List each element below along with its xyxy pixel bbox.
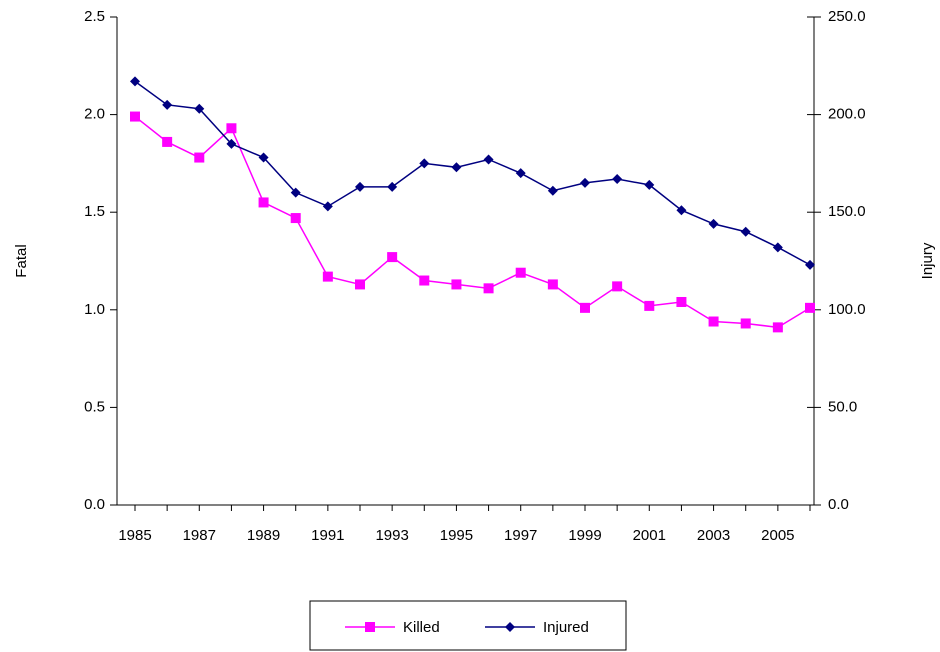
y2-tick-label: 0.0: [828, 496, 849, 513]
marker: [805, 259, 815, 270]
marker: [708, 316, 719, 327]
legend-box: [309, 600, 627, 651]
marker: [740, 318, 751, 329]
y2-axis-label: Injury: [919, 242, 936, 279]
marker: [676, 205, 687, 216]
marker: [515, 267, 526, 278]
marker: [355, 279, 365, 290]
marker: [162, 99, 173, 110]
marker: [194, 103, 205, 114]
marker: [612, 281, 623, 292]
x-tick-label: 1991: [311, 527, 344, 544]
marker: [772, 322, 783, 333]
marker: [547, 279, 558, 290]
x-tick-label: 1993: [375, 527, 408, 544]
legend-label: Killed: [403, 619, 440, 636]
y-tick-label: 1.5: [84, 203, 105, 220]
x-tick-label: 1999: [568, 527, 601, 544]
marker: [226, 123, 237, 134]
legend-label: Injured: [543, 619, 589, 636]
marker: [387, 252, 398, 263]
marker: [547, 185, 558, 196]
marker: [676, 296, 687, 307]
marker: [580, 177, 590, 188]
marker: [290, 187, 301, 198]
marker: [483, 283, 494, 294]
y2-tick-label: 50.0: [828, 398, 857, 415]
x-tick-label: 2001: [633, 527, 666, 544]
marker: [580, 302, 590, 313]
marker: [708, 218, 719, 229]
marker: [772, 242, 783, 253]
y-tick-label: 0.5: [84, 398, 105, 415]
marker: [740, 226, 751, 237]
marker: [258, 197, 269, 208]
marker: [805, 302, 815, 313]
y-tick-label: 2.0: [84, 106, 105, 123]
x-tick-label: 1987: [183, 527, 216, 544]
marker: [644, 179, 655, 190]
marker: [162, 136, 173, 147]
marker: [505, 622, 515, 632]
marker: [290, 213, 301, 224]
marker: [226, 138, 237, 149]
y2-tick-label: 250.0: [828, 8, 866, 25]
marker: [387, 181, 398, 192]
marker: [322, 201, 333, 212]
series-line: [134, 80, 811, 266]
marker: [258, 152, 269, 163]
y2-tick-label: 200.0: [828, 106, 866, 123]
marker: [419, 275, 430, 286]
x-tick-label: 1985: [118, 527, 151, 544]
y-tick-label: 0.0: [84, 496, 105, 513]
x-tick-label: 1995: [440, 527, 473, 544]
y-tick-label: 2.5: [84, 8, 105, 25]
marker: [355, 181, 365, 192]
marker: [483, 154, 494, 165]
y-axis-label: Fatal: [13, 244, 30, 277]
marker: [322, 271, 333, 282]
y-tick-label: 1.0: [84, 301, 105, 318]
marker: [419, 158, 430, 169]
series-line: [134, 115, 811, 329]
marker: [130, 111, 140, 122]
marker: [644, 300, 655, 311]
marker: [365, 622, 375, 632]
x-tick-label: 2005: [761, 527, 794, 544]
y2-tick-label: 100.0: [828, 301, 866, 318]
marker: [130, 76, 140, 87]
x-tick-label: 1989: [247, 527, 280, 544]
marker: [612, 174, 623, 185]
marker: [451, 279, 462, 290]
marker: [451, 162, 462, 173]
x-tick-label: 1997: [504, 527, 537, 544]
marker: [515, 168, 526, 179]
x-tick-label: 2003: [697, 527, 730, 544]
marker: [194, 152, 205, 163]
y2-tick-label: 150.0: [828, 203, 866, 220]
